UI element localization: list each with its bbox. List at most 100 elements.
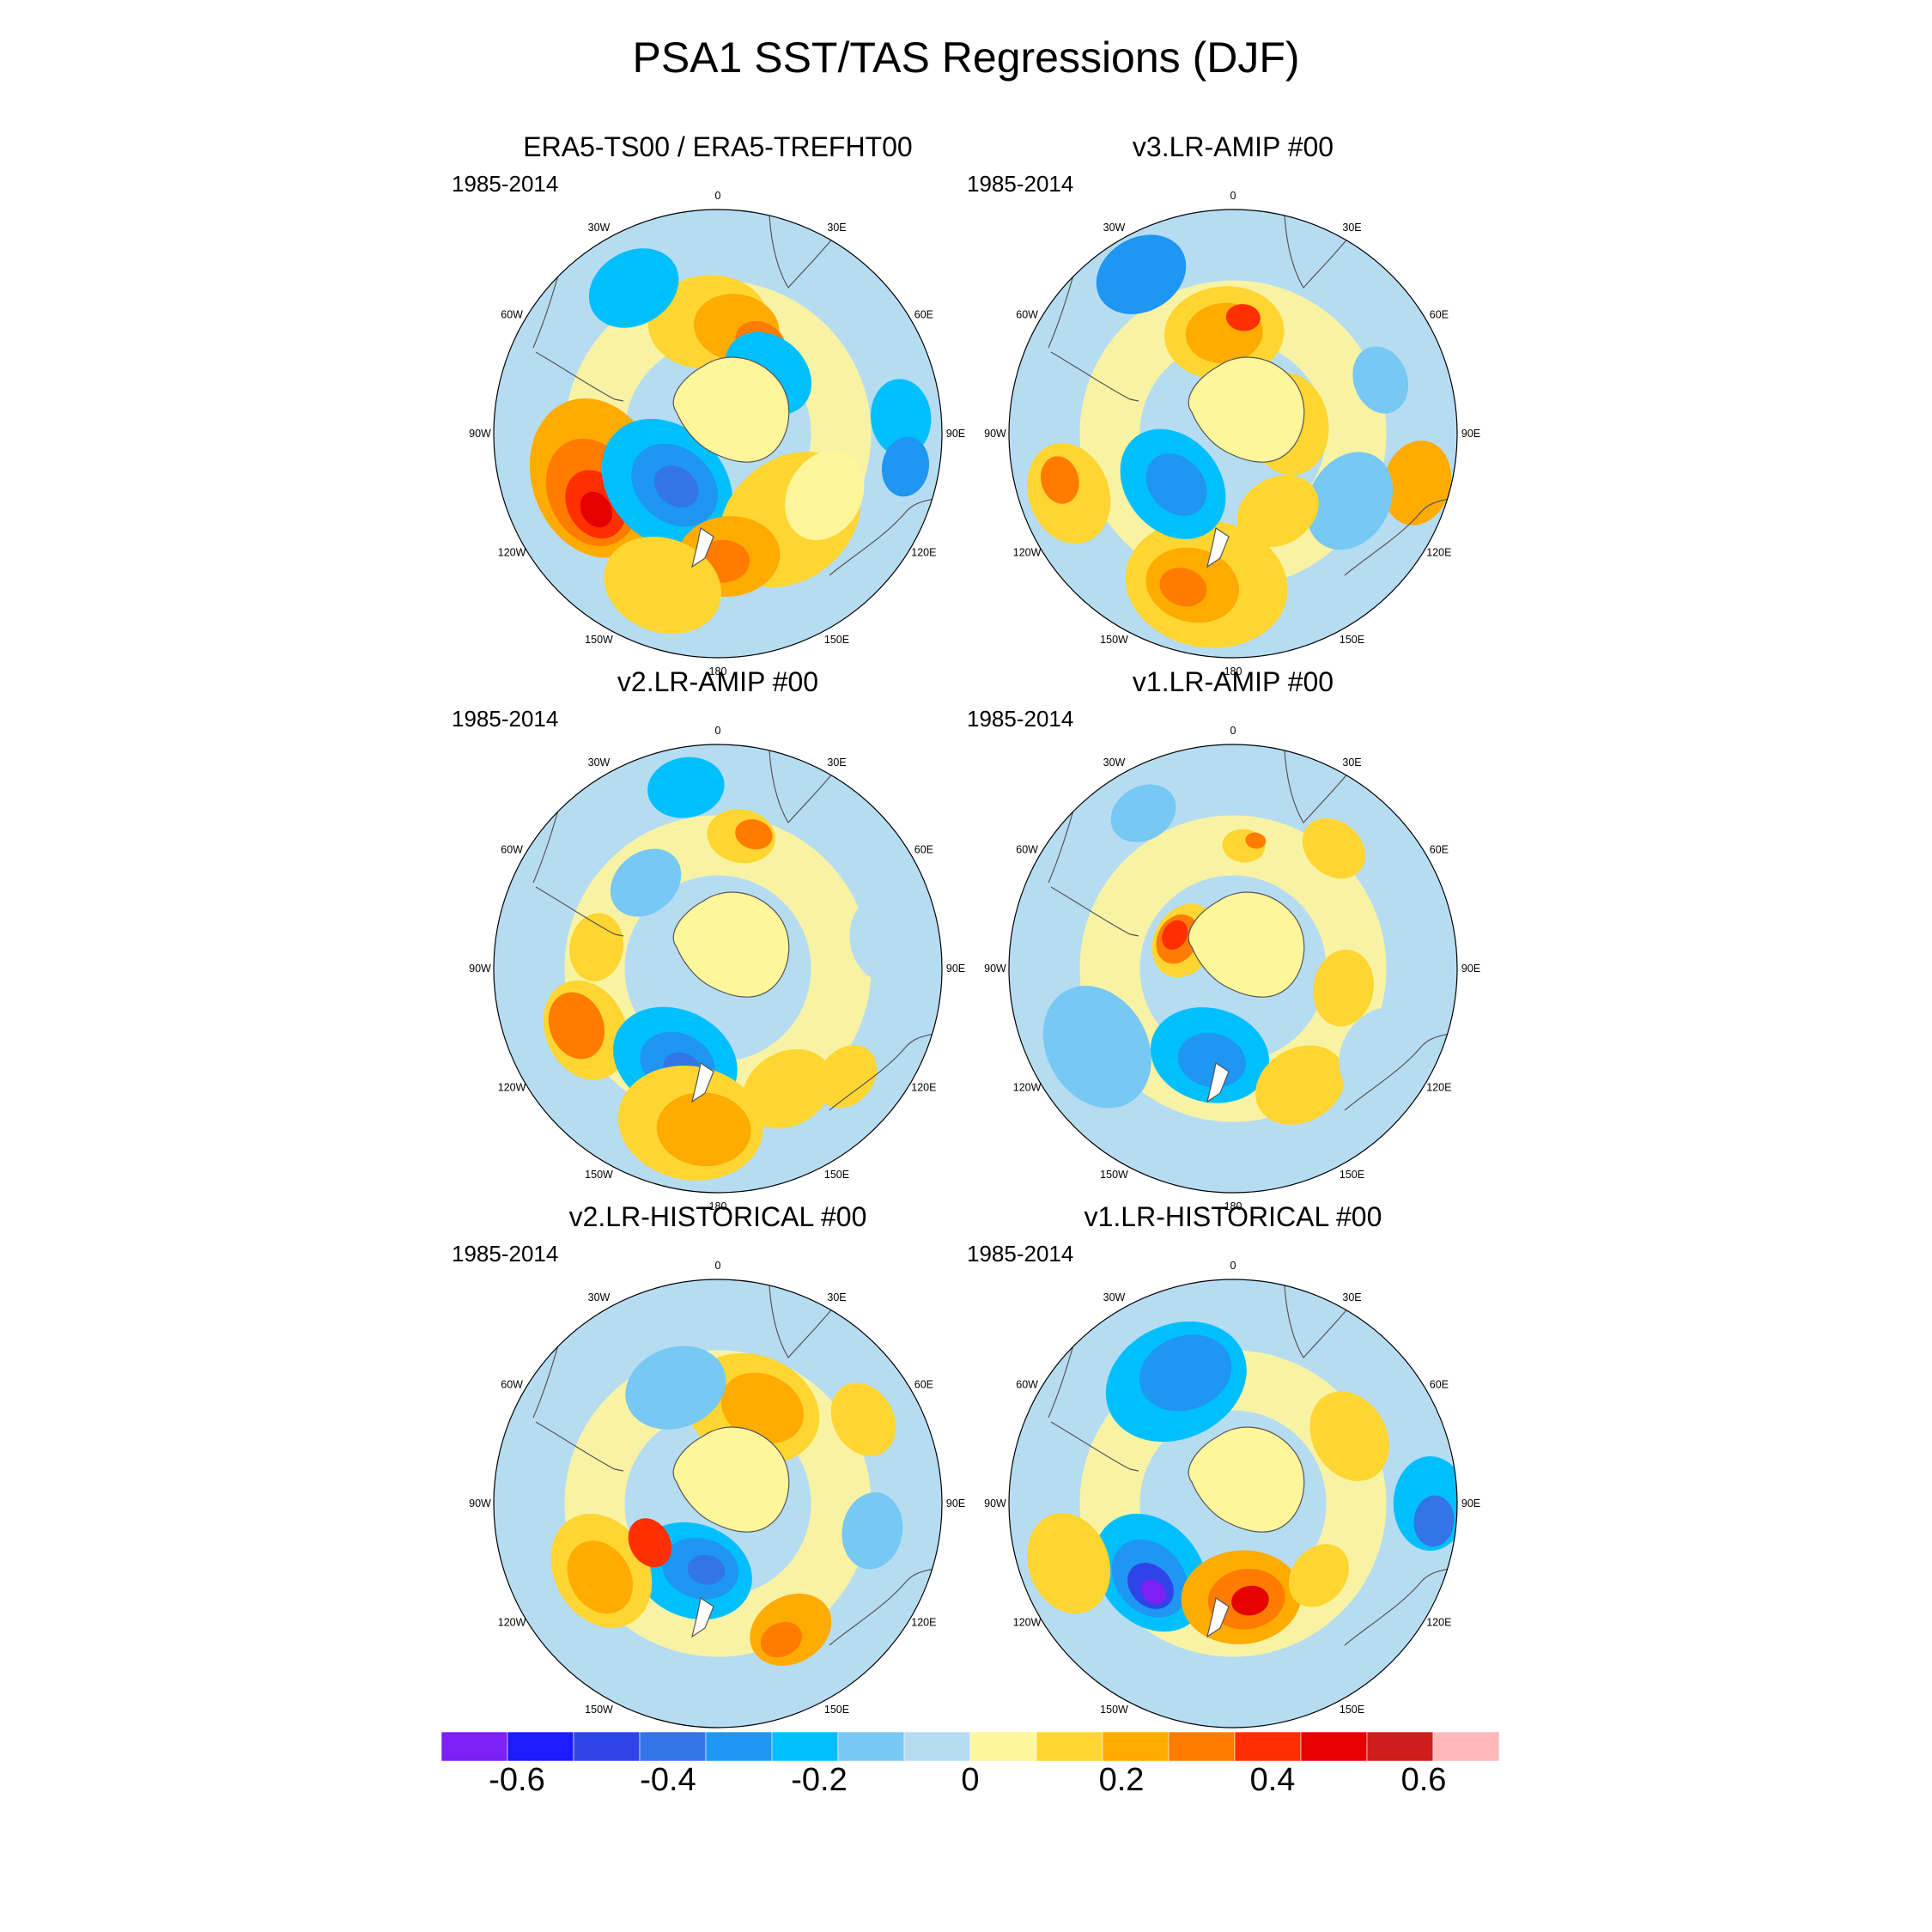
longitude-label: 150W bbox=[585, 1169, 613, 1181]
anomaly-region bbox=[720, 1372, 805, 1444]
longitude-label: 180 bbox=[709, 665, 727, 677]
panel-period: 1985-2014 bbox=[967, 706, 1074, 732]
longitude-label: 180 bbox=[709, 1200, 727, 1212]
anomaly-region bbox=[1302, 817, 1366, 879]
longitude-label: 120E bbox=[911, 547, 936, 559]
colorbar-swatch bbox=[1300, 1732, 1368, 1761]
colorbar-tick-label: 0.6 bbox=[1400, 1762, 1447, 1798]
longitude-label: 60W bbox=[501, 1379, 523, 1391]
anomaly-region bbox=[567, 1540, 633, 1614]
map-field bbox=[1009, 1279, 1457, 1728]
longitude-label: 120W bbox=[1013, 1617, 1042, 1629]
new-zealand-outline bbox=[1206, 1062, 1230, 1103]
longitude-label: 90W bbox=[984, 428, 1006, 440]
longitude-label: 60W bbox=[1016, 309, 1038, 321]
colorbar-swatch bbox=[639, 1732, 707, 1761]
longitude-label: 120W bbox=[498, 547, 526, 559]
longitude-label: 30E bbox=[827, 756, 846, 769]
anomaly-region bbox=[1140, 1579, 1166, 1604]
new-zealand-outline bbox=[691, 1062, 714, 1103]
anomaly-region bbox=[881, 436, 930, 497]
colorbar-swatch bbox=[1366, 1732, 1434, 1761]
longitude-label: 90W bbox=[984, 963, 1006, 975]
colorbar-swatch bbox=[771, 1732, 839, 1761]
anomaly-region bbox=[1313, 949, 1374, 1027]
map-field bbox=[494, 210, 942, 658]
panel-title: v1.LR-HISTORICAL #00 bbox=[1084, 1201, 1382, 1232]
colorbar-labels: -0.6 -0.4 -0.2 0 0.2 0.4 0.6 bbox=[441, 1762, 1499, 1805]
anomaly-region bbox=[1225, 304, 1261, 331]
longitude-label: 30E bbox=[1342, 222, 1361, 234]
longitude-label: 90E bbox=[1461, 428, 1480, 440]
africa-coastline bbox=[769, 749, 839, 824]
map-panel-v1hist: v1.LR-HISTORICAL #00 1985-2014 0 30E 60E 90… bbox=[967, 1201, 1499, 1770]
longitude-label: 120E bbox=[1426, 547, 1451, 559]
map-boundary bbox=[493, 209, 943, 659]
longitude-label: 120W bbox=[498, 1082, 526, 1094]
anomaly-region bbox=[1382, 440, 1452, 526]
anomaly-region bbox=[1352, 346, 1409, 414]
anomaly-region bbox=[1145, 453, 1207, 516]
longitude-label: 120E bbox=[911, 1082, 936, 1094]
new-zealand-outline bbox=[1206, 527, 1230, 568]
longitude-label: 150E bbox=[1340, 1704, 1364, 1716]
antarctica-outline bbox=[672, 891, 790, 998]
longitude-label: 120E bbox=[1426, 1617, 1451, 1629]
longitude-label: 0 bbox=[715, 725, 721, 737]
anomaly-region bbox=[610, 848, 682, 917]
colorbar-swatch bbox=[1432, 1732, 1499, 1761]
longitude-label: 120W bbox=[1013, 547, 1042, 559]
anomaly-region bbox=[1339, 1007, 1419, 1098]
longitude-label: 0 bbox=[1230, 190, 1236, 202]
longitude-label: 60E bbox=[1430, 1379, 1449, 1391]
longitude-label: 90E bbox=[946, 1498, 965, 1510]
colorbar-tick-label: 0.4 bbox=[1249, 1762, 1296, 1798]
longitude-label: 30W bbox=[1103, 756, 1126, 769]
colorbar-swatch bbox=[441, 1732, 508, 1761]
anomaly-region bbox=[1096, 234, 1187, 314]
antarctica-outline bbox=[1188, 1426, 1305, 1533]
anomaly-region bbox=[1110, 784, 1176, 842]
longitude-label: 30E bbox=[827, 1291, 846, 1303]
antarctica-outline bbox=[672, 356, 790, 463]
map-panel-v3amip: v3.LR-AMIP #00 1985-2014 0 30E 60E 90E 120E 1… bbox=[967, 131, 1499, 700]
longitude-label: 60E bbox=[1430, 309, 1449, 321]
map-boundary bbox=[1008, 209, 1458, 659]
anomaly-region bbox=[760, 1621, 803, 1658]
longitude-label: 150E bbox=[824, 1169, 849, 1181]
anomaly-region bbox=[1042, 986, 1151, 1109]
longitude-label: 90W bbox=[469, 428, 491, 440]
longitude-label: 120E bbox=[911, 1617, 936, 1629]
anomaly-region bbox=[816, 1045, 878, 1109]
panel-title: v1.LR-AMIP #00 bbox=[1132, 666, 1334, 697]
map-panel-v1amip: v1.LR-AMIP #00 1985-2014 0 30E 60E 90E 120E 1… bbox=[967, 666, 1499, 1235]
anomaly-region bbox=[785, 450, 865, 541]
longitude-label: 150E bbox=[824, 634, 849, 646]
anomaly-region bbox=[687, 1554, 726, 1585]
anomaly-region bbox=[1236, 475, 1319, 548]
panel-title: ERA5-TS00 / ERA5-TREFHT00 bbox=[523, 131, 913, 162]
longitude-label: 150E bbox=[1340, 634, 1364, 646]
longitude-label: 30W bbox=[588, 1291, 611, 1303]
anomaly-region bbox=[1255, 1045, 1346, 1125]
map-panel-era5: ERA5-TS00 / ERA5-TREFHT00 1985-2014 0 30E… bbox=[452, 131, 984, 700]
anomaly-region bbox=[588, 248, 679, 328]
colorbar-tick-label: 0 bbox=[961, 1762, 980, 1798]
colorbar-swatch bbox=[969, 1732, 1037, 1761]
map-boundary bbox=[493, 744, 943, 1194]
longitude-label: 150E bbox=[824, 1704, 849, 1716]
longitude-label: 90W bbox=[984, 1498, 1006, 1510]
longitude-label: 180 bbox=[1224, 665, 1242, 677]
antarctica-outline bbox=[672, 1426, 790, 1533]
map-boundary bbox=[1008, 1279, 1458, 1728]
panel-period: 1985-2014 bbox=[452, 706, 559, 732]
anomaly-region bbox=[1177, 1033, 1246, 1088]
colorbar bbox=[441, 1732, 1499, 1761]
panel-title: v2.LR-HISTORICAL #00 bbox=[568, 1201, 867, 1232]
colorbar-tick-label: -0.6 bbox=[489, 1762, 545, 1798]
longitude-label: 30E bbox=[827, 222, 846, 234]
